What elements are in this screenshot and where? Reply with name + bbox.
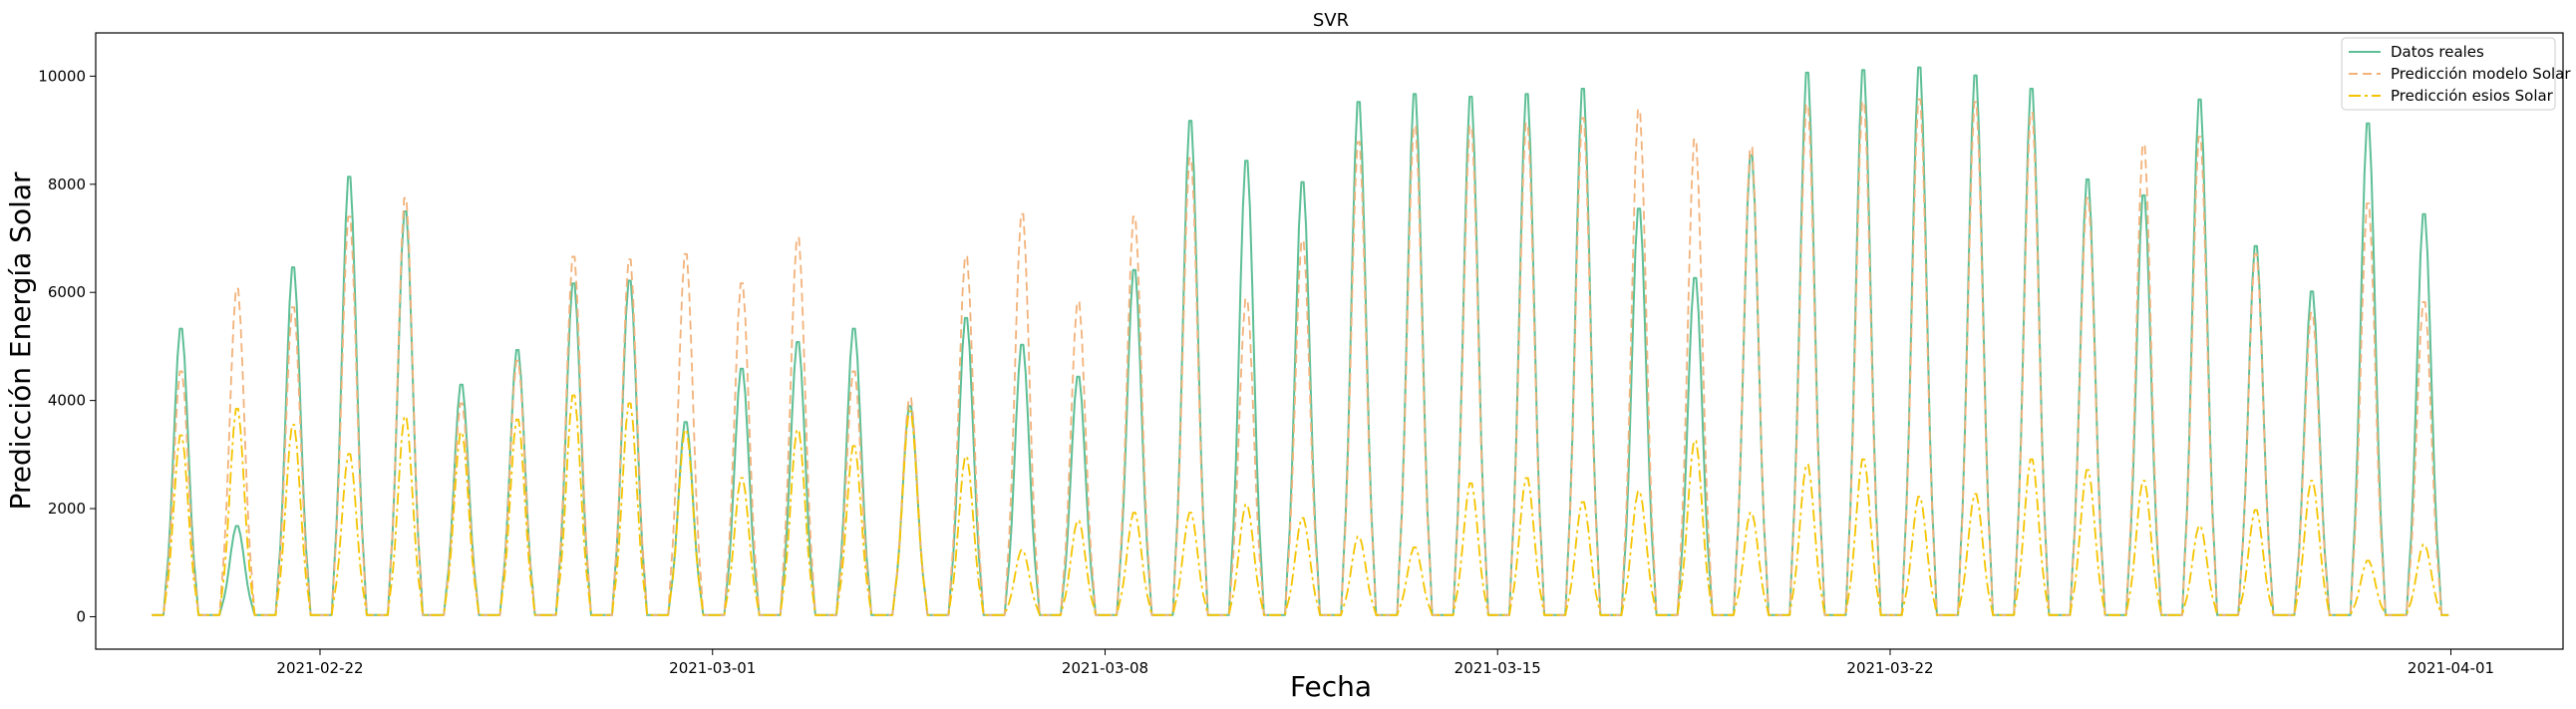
y-tick-label: 2000 (48, 500, 86, 518)
legend-label: Predicción esios Solar (2391, 87, 2554, 105)
x-axis: 2021-02-22 2021-03-01 2021-03-08 2021-03-15… (276, 649, 2494, 677)
series-line (152, 66, 2449, 616)
legend-label: Datos reales (2391, 43, 2484, 61)
y-tick-label: 8000 (48, 176, 86, 193)
y-axis-label: Predicción Energía Solar (4, 172, 37, 511)
series-layer (152, 66, 2449, 616)
series-line (152, 98, 2449, 616)
x-axis-label: Fecha (1290, 670, 1372, 703)
legend-box (2341, 37, 2556, 111)
y-tick-label: 6000 (48, 283, 86, 301)
x-tick-label: 2021-03-22 (1846, 659, 1933, 677)
legend-label: Predicción modelo Solar (2391, 65, 2571, 83)
x-tick-label: 2021-03-15 (1454, 659, 1541, 677)
y-axis: 0 2000 4000 6000 8000 10000 (38, 67, 96, 625)
x-tick-label: 2021-04-01 (2408, 659, 2494, 677)
y-tick-label: 4000 (48, 392, 86, 410)
plot-frame (95, 32, 2564, 650)
x-tick-label: 2021-03-01 (669, 659, 756, 677)
chart-title: SVR (1313, 10, 1349, 31)
y-tick-label: 10000 (38, 67, 86, 85)
x-tick-label: 2021-02-22 (276, 659, 363, 677)
legend: Datos reales Predicción modelo Solar Predi… (2341, 37, 2571, 111)
series-line (152, 394, 2449, 616)
x-tick-label: 2021-03-08 (1062, 659, 1148, 677)
y-tick-label: 0 (76, 607, 86, 625)
